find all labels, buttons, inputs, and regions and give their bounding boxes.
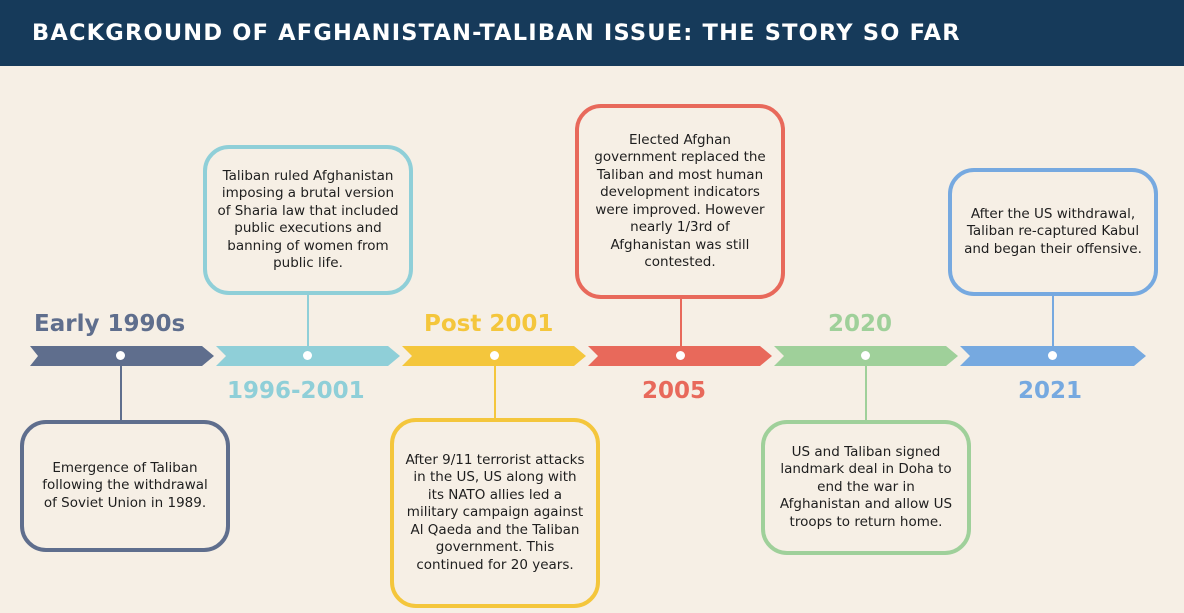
timeline-dot-early-1990s bbox=[116, 351, 125, 360]
event-card-2005: Elected Afghan government replaced the T… bbox=[575, 104, 785, 299]
year-label-post-2001: Post 2001 bbox=[424, 311, 554, 337]
connector-2021 bbox=[1052, 296, 1054, 356]
timeline-dot-2021 bbox=[1048, 351, 1057, 360]
year-label-2020: 2020 bbox=[828, 311, 893, 337]
connector-post-2001 bbox=[494, 356, 496, 420]
timeline-dot-2020 bbox=[861, 351, 870, 360]
event-card-post-2001: After 9/11 terrorist attacks in the US, … bbox=[390, 418, 600, 608]
connector-2005 bbox=[680, 296, 682, 356]
page-title: BACKGROUND OF AFGHANISTAN-TALIBAN ISSUE:… bbox=[32, 20, 961, 46]
year-label-1996-2001: 1996-2001 bbox=[227, 378, 365, 404]
event-card-2021: After the US withdrawal, Taliban re-capt… bbox=[948, 168, 1158, 296]
event-text: Emergence of Taliban following the withd… bbox=[42, 459, 208, 511]
header-banner: BACKGROUND OF AFGHANISTAN-TALIBAN ISSUE:… bbox=[0, 0, 1184, 66]
event-text: After the US withdrawal, Taliban re-capt… bbox=[964, 205, 1142, 257]
connector-2020 bbox=[865, 356, 867, 422]
event-text: Taliban ruled Afghanistan imposing a bru… bbox=[217, 167, 399, 272]
event-card-1996-2001: Taliban ruled Afghanistan imposing a bru… bbox=[203, 145, 413, 295]
timeline-dot-1996-2001 bbox=[303, 351, 312, 360]
event-card-early-1990s: Emergence of Taliban following the withd… bbox=[20, 420, 230, 552]
event-text: Elected Afghan government replaced the T… bbox=[594, 131, 766, 271]
timeline-dot-2005 bbox=[676, 351, 685, 360]
event-card-2020: US and Taliban signed landmark deal in D… bbox=[761, 420, 971, 555]
year-label-early-1990s: Early 1990s bbox=[34, 311, 186, 337]
event-text: US and Taliban signed landmark deal in D… bbox=[779, 443, 953, 530]
year-label-2021: 2021 bbox=[1018, 378, 1083, 404]
connector-early-1990s bbox=[120, 356, 122, 422]
year-label-2005: 2005 bbox=[642, 378, 707, 404]
connector-1996-2001 bbox=[307, 292, 309, 356]
timeline-dot-post-2001 bbox=[490, 351, 499, 360]
event-text: After 9/11 terrorist attacks in the US, … bbox=[405, 451, 585, 573]
